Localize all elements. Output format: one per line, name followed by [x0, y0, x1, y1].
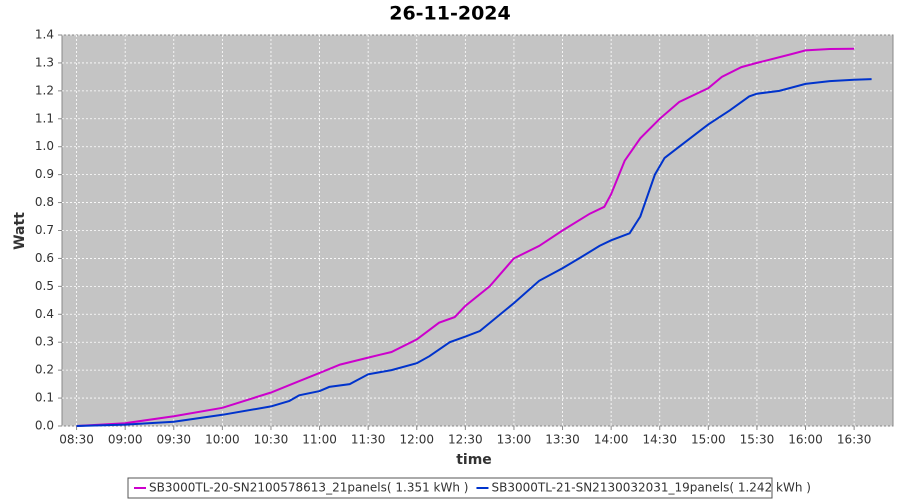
y-tick-label: 1.1 — [35, 111, 54, 125]
y-tick-label: 1.0 — [35, 139, 54, 153]
x-tick-label: 10:30 — [254, 433, 289, 447]
y-tick-label: 0.8 — [35, 195, 54, 209]
x-tick-label: 16:30 — [837, 433, 872, 447]
y-tick-label: 1.4 — [35, 28, 54, 42]
x-tick-label: 15:30 — [740, 433, 775, 447]
y-axis-label: Watt — [12, 212, 28, 250]
x-tick-label: 12:30 — [448, 433, 483, 447]
y-tick-label: 0.2 — [35, 363, 54, 377]
x-tick-label: 12:00 — [399, 433, 434, 447]
x-tick-label: 11:00 — [302, 433, 337, 447]
x-axis-label: time — [456, 452, 492, 468]
y-tick-label: 0.7 — [35, 223, 54, 237]
series-line — [76, 78, 872, 427]
x-tick-label: 08:30 — [59, 433, 94, 447]
legend-label: SB3000TL-21-SN2130032031_19panels( 1.242… — [491, 481, 810, 495]
chart-title: 26-11-2024 — [389, 3, 511, 25]
y-tick-label: 0.0 — [35, 419, 54, 433]
x-tick-label: 09:00 — [108, 433, 143, 447]
y-tick-label: 1.3 — [35, 55, 54, 69]
y-tick-label: 0.4 — [35, 307, 54, 321]
y-tick-label: 0.6 — [35, 251, 54, 265]
x-tick-label: 09:30 — [156, 433, 191, 447]
y-tick-label: 0.1 — [35, 391, 54, 405]
y-tick-label: 0.3 — [35, 335, 54, 349]
legend-box — [127, 477, 773, 499]
x-tick-label: 13:30 — [545, 433, 580, 447]
legend-label: SB3000TL-20-SN2100578613_21panels( 1.351… — [149, 481, 468, 495]
x-tick-label: 11:30 — [351, 433, 386, 447]
y-tick-label: 1.2 — [35, 83, 54, 97]
series-line — [76, 47, 855, 427]
x-tick-label: 13:00 — [497, 433, 532, 447]
x-tick-label: 15:00 — [691, 433, 726, 447]
x-tick-label: 14:00 — [594, 433, 629, 447]
x-tick-label: 10:00 — [205, 433, 240, 447]
x-tick-label: 14:30 — [642, 433, 677, 447]
y-tick-label: 0.5 — [35, 279, 54, 293]
x-tick-label: 16:00 — [788, 433, 823, 447]
y-tick-label: 0.9 — [35, 167, 54, 181]
